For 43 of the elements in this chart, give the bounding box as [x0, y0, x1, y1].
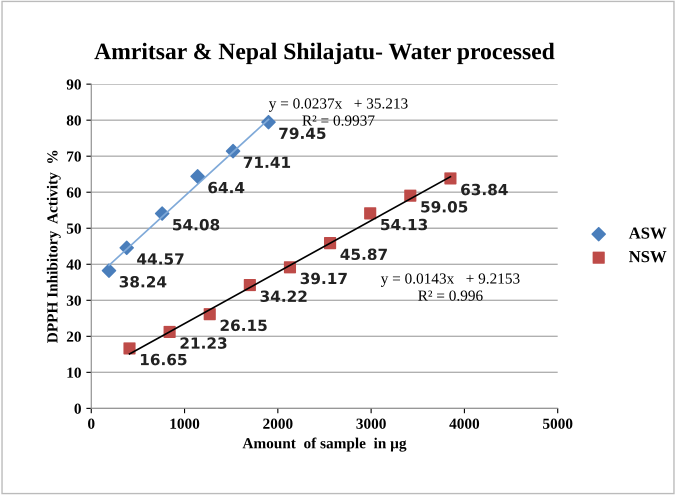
point [190, 169, 205, 184]
data-label: 21.23 [180, 337, 226, 349]
point [364, 207, 376, 220]
legend-label: ASW [628, 228, 666, 239]
y-tick-label: 40 [66, 259, 81, 270]
annotation: y = 0.0143x + 9.2153 R² = 0.996 [380, 273, 520, 301]
point [444, 172, 456, 184]
data-label: 45.87 [340, 248, 387, 260]
data-label: 79.45 [279, 128, 326, 140]
data-label: 71.41 [244, 156, 290, 168]
legend-label: NSW [629, 251, 666, 262]
y-tick-label: 80 [66, 115, 81, 126]
data-label: 34.22 [260, 290, 307, 302]
annotation: y = 0.0237x + 35.213 R² = 0.9937 [268, 98, 408, 126]
data-label: 38.24 [120, 276, 166, 288]
x-tick-label: 4000 [449, 418, 480, 429]
data-label: 39.17 [300, 272, 347, 284]
data-label: 54.08 [173, 218, 220, 230]
x-axis-title: Amount of sample in µg [242, 438, 406, 452]
y-tick-label: 0 [74, 404, 81, 414]
y-tick-label: 20 [66, 331, 81, 342]
data-label: 44.57 [137, 253, 184, 265]
y-tick-label: 60 [66, 187, 81, 198]
data-label: 59.05 [421, 201, 468, 213]
data-label: 26.15 [220, 320, 267, 332]
data-label: 64.4 [208, 182, 244, 194]
chart-title: Amritsar & Nepal Shilajatu- Water processed [94, 42, 555, 64]
x-tick-label: 2000 [263, 418, 293, 429]
point [102, 263, 116, 278]
x-tick-label: 5000 [543, 418, 572, 429]
x-tick-label: 0 [88, 418, 94, 429]
y-tick-label: 30 [66, 295, 81, 306]
y-axis-title: DPPH Inhibitory Activity % [46, 150, 61, 343]
y-tick-label: 10 [67, 367, 81, 378]
y-tick-label: 70 [67, 151, 81, 162]
data-label: 54.13 [381, 218, 428, 230]
point [123, 342, 136, 354]
y-tick-label: 90 [66, 79, 81, 90]
x-tick-label: 1000 [170, 418, 200, 429]
data-label: 63.84 [461, 184, 508, 196]
x-tick-label: 3000 [356, 418, 386, 429]
y-tick-label: 50 [66, 223, 81, 234]
data-label: 16.65 [140, 354, 186, 366]
